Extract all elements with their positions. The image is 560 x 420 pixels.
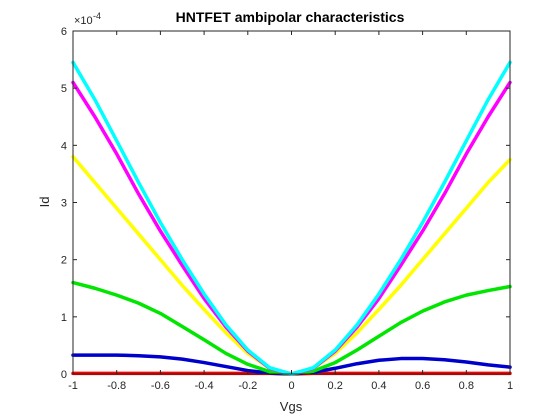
x-tick-label: 0 <box>288 380 294 392</box>
y-tick-label: 4 <box>61 140 67 152</box>
y-tick-label: 3 <box>61 198 67 210</box>
x-tick-label: 0.2 <box>328 380 343 392</box>
svg-text:×10: ×10 <box>74 15 93 27</box>
y-tick-label: 2 <box>61 255 67 267</box>
x-tick-label: 0.6 <box>415 380 430 392</box>
y-tick-label: 1 <box>61 312 67 324</box>
x-tick-label: -0.2 <box>238 380 257 392</box>
x-tick-label: -0.4 <box>195 380 214 392</box>
chart-title: HNTFET ambipolar characteristics <box>176 9 405 25</box>
y-tick-label: 0 <box>61 369 67 381</box>
y-tick-label: 6 <box>61 26 67 38</box>
x-tick-label: 0.4 <box>371 380 386 392</box>
axes-layer: -1 -0.8 -0.6 -0.4 -0.2 0 0.2 0.4 0.6 0.8 1 0 1 2 3 4 5 6 <box>61 26 513 392</box>
y-exponent-label: ×10 -4 <box>74 11 101 27</box>
plot-area <box>73 31 510 374</box>
y-axis-label: Id <box>37 197 52 208</box>
x-tick-label: -1 <box>68 380 78 392</box>
y-tick-label: 5 <box>61 83 67 95</box>
svg-text:-4: -4 <box>93 11 101 21</box>
x-tick-label: -0.6 <box>151 380 170 392</box>
x-axis-label: Vgs <box>280 399 303 414</box>
x-tick-label: 1 <box>507 380 513 392</box>
x-tick-label: 0.8 <box>459 380 474 392</box>
x-tick-label: -0.8 <box>107 380 126 392</box>
